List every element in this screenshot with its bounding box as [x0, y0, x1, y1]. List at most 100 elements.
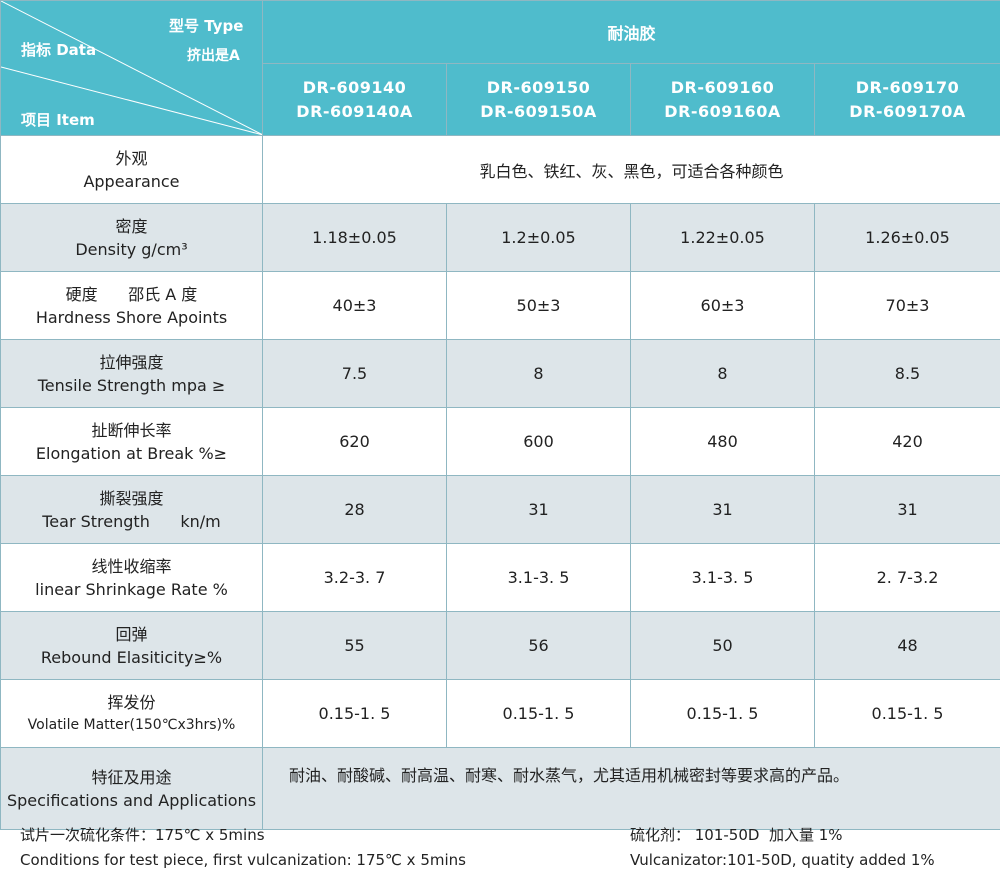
model-col-1: DR-609140 DR-609140A: [262, 63, 447, 136]
model-code: DR-609140: [302, 77, 407, 97]
model-code: DR-609170: [855, 77, 960, 97]
cell-value: 2. 7-3.2: [813, 543, 1000, 612]
cell-value: 40±3: [262, 271, 447, 340]
row-label: 外观 Appearance: [0, 135, 263, 204]
label-zh: 硬度 邵氏 A 度: [65, 284, 198, 304]
cell-value: 3.2-3. 7: [262, 543, 447, 612]
header-corner: 型号 Type 挤出是A 指标 Data 项目 Item: [0, 0, 263, 136]
cell-value: 56: [446, 611, 631, 680]
row-hardness: 硬度 邵氏 A 度 Hardness Shore Apoints 40±3 50…: [0, 271, 1000, 340]
cell-value: 31: [446, 475, 631, 544]
row-specifications: 特征及用途 Specifications and Applications 耐油…: [0, 747, 1000, 830]
cell-value: 31: [630, 475, 815, 544]
row-label: 密度 Density g/cm³: [0, 203, 263, 272]
model-code-alt: DR-609140A: [296, 101, 413, 121]
cell-value: 8: [630, 339, 815, 408]
label-en: Hardness Shore Apoints: [35, 307, 228, 327]
corner-diagonal-lines: [1, 1, 262, 135]
cell-value: 420: [813, 407, 1000, 476]
label-en: Specifications and Applications: [6, 790, 257, 810]
spec-table: 型号 Type 挤出是A 指标 Data 项目 Item 耐油胶 DR-6091…: [0, 0, 1000, 830]
row-label: 线性收缩率 linear Shrinkage Rate %: [0, 543, 263, 612]
label-en: Elongation at Break %≥: [35, 443, 228, 463]
merged-value: 耐油、耐酸碱、耐高温、耐寒、耐水蒸气，尤其适用机械密封等要求高的产品。: [261, 747, 1000, 830]
cell-value: 55: [262, 611, 447, 680]
label-zh: 特征及用途: [91, 767, 172, 787]
label-zh: 撕裂强度: [99, 488, 164, 508]
conditions-en: Conditions for test piece, first vulcani…: [20, 851, 466, 869]
cell-value: 0.15-1. 5: [262, 679, 447, 748]
row-tensile-strength: 拉伸强度 Tensile Strength mpa ≥ 7.5 8 8 8.5: [0, 339, 1000, 408]
row-label: 特征及用途 Specifications and Applications: [0, 747, 263, 830]
vulcanizer-info: 硫化剂： 101-50D 加入量 1% Vulcanizator:101-50D…: [630, 823, 935, 873]
row-elongation: 扯断伸长率 Elongation at Break %≥ 620 600 480…: [0, 407, 1000, 476]
test-conditions: 试片一次硫化条件：175℃ x 5mins Conditions for tes…: [20, 823, 466, 873]
model-code: DR-609150: [486, 77, 591, 97]
cell-value: 60±3: [630, 271, 815, 340]
label-en: Volatile Matter(150℃x3hrs)%: [27, 716, 236, 733]
cell-value: 600: [446, 407, 631, 476]
cell-value: 480: [630, 407, 815, 476]
cell-value: 28: [262, 475, 447, 544]
group-title: 耐油胶: [261, 0, 1000, 64]
cell-value: 50: [630, 611, 815, 680]
corner-extrusion-label: 挤出是A: [187, 48, 240, 64]
vulcanizer-zh: 硫化剂： 101-50D 加入量 1%: [630, 826, 843, 844]
row-appearance: 外观 Appearance 乳白色、铁红、灰、黑色，可适合各种颜色: [0, 135, 1000, 204]
label-zh: 扯断伸长率: [91, 420, 172, 440]
cell-value: 0.15-1. 5: [813, 679, 1000, 748]
label-zh: 回弹: [115, 624, 148, 644]
cell-value: 70±3: [813, 271, 1000, 340]
cell-value: 0.15-1. 5: [630, 679, 815, 748]
footer-notes: 试片一次硫化条件：175℃ x 5mins Conditions for tes…: [0, 812, 1000, 885]
row-label: 扯断伸长率 Elongation at Break %≥: [0, 407, 263, 476]
corner-data-label: 指标 Data: [21, 41, 97, 59]
cell-value: 3.1-3. 5: [446, 543, 631, 612]
model-col-3: DR-609160 DR-609160A: [630, 63, 815, 136]
row-tear-strength: 撕裂强度 Tear Strength kn/m 28 31 31 31: [0, 475, 1000, 544]
row-label: 挥发份 Volatile Matter(150℃x3hrs)%: [0, 679, 263, 748]
cell-value: 3.1-3. 5: [630, 543, 815, 612]
model-code-alt: DR-609150A: [480, 101, 597, 121]
cell-value: 48: [813, 611, 1000, 680]
conditions-zh: 试片一次硫化条件：175℃ x 5mins: [20, 826, 265, 844]
row-volatile-matter: 挥发份 Volatile Matter(150℃x3hrs)% 0.15-1. …: [0, 679, 1000, 748]
label-en: Density g/cm³: [75, 239, 188, 259]
label-zh: 密度: [115, 216, 148, 236]
corner-type-label: 型号 Type: [169, 17, 244, 35]
row-rebound: 回弹 Rebound Elasiticity≥% 55 56 50 48: [0, 611, 1000, 680]
cell-value: 1.22±0.05: [630, 203, 815, 272]
cell-value: 1.2±0.05: [446, 203, 631, 272]
label-zh: 外观: [115, 148, 148, 168]
model-col-2: DR-609150 DR-609150A: [446, 63, 631, 136]
model-code: DR-609160: [670, 77, 775, 97]
row-label: 撕裂强度 Tear Strength kn/m: [0, 475, 263, 544]
model-code-alt: DR-609160A: [664, 101, 781, 121]
cell-value: 8.5: [813, 339, 1000, 408]
label-zh: 拉伸强度: [99, 352, 164, 372]
cell-value: 620: [262, 407, 447, 476]
label-en: Rebound Elasiticity≥%: [40, 647, 223, 667]
cell-value: 1.18±0.05: [262, 203, 447, 272]
label-en: Tear Strength kn/m: [42, 511, 221, 531]
cell-value: 1.26±0.05: [813, 203, 1000, 272]
row-linear-shrinkage: 线性收缩率 linear Shrinkage Rate % 3.2-3. 7 3…: [0, 543, 1000, 612]
label-en: Tensile Strength mpa ≥: [37, 375, 226, 395]
model-col-4: DR-609170 DR-609170A: [813, 63, 1000, 136]
label-en: Appearance: [83, 171, 180, 191]
corner-item-label: 项目 Item: [21, 111, 95, 129]
row-label: 硬度 邵氏 A 度 Hardness Shore Apoints: [0, 271, 263, 340]
cell-value: 31: [813, 475, 1000, 544]
vulcanizer-en: Vulcanizator:101-50D, quatity added 1%: [630, 851, 935, 869]
cell-value: 50±3: [446, 271, 631, 340]
cell-value: 8: [446, 339, 631, 408]
cell-value: 0.15-1. 5: [446, 679, 631, 748]
merged-value: 乳白色、铁红、灰、黑色，可适合各种颜色: [261, 135, 1000, 204]
row-density: 密度 Density g/cm³ 1.18±0.05 1.2±0.05 1.22…: [0, 203, 1000, 272]
label-en: linear Shrinkage Rate %: [35, 579, 228, 599]
label-zh: 线性收缩率: [91, 556, 172, 576]
row-label: 拉伸强度 Tensile Strength mpa ≥: [0, 339, 263, 408]
label-zh: 挥发份: [107, 692, 156, 712]
cell-value: 7.5: [262, 339, 447, 408]
